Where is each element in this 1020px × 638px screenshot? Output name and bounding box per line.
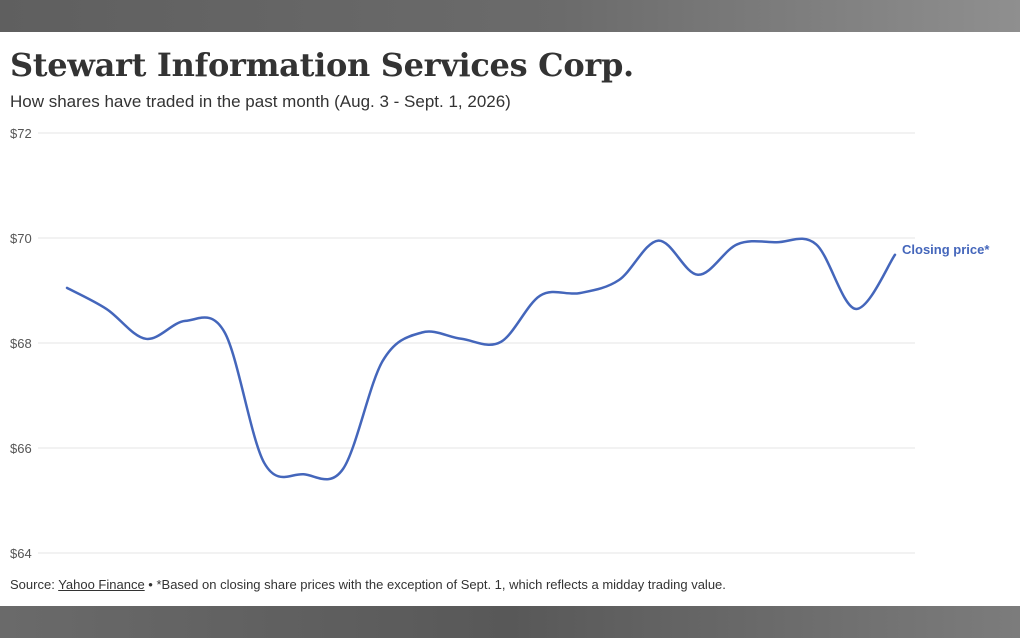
series-layer	[64, 237, 898, 481]
data-point	[734, 241, 740, 247]
data-point	[379, 358, 385, 364]
chart-title: Stewart Information Services Corp.	[10, 46, 634, 84]
data-point	[222, 330, 228, 336]
y-tick-label: $72	[10, 126, 32, 141]
data-point	[143, 336, 149, 342]
data-point	[577, 290, 583, 296]
y-tick-label: $64	[10, 546, 32, 561]
y-tick-label: $68	[10, 336, 32, 351]
series-label-closing-price: Closing price*	[902, 242, 990, 257]
source-link[interactable]: Yahoo Finance	[58, 577, 145, 592]
footer-separator: •	[144, 577, 157, 592]
series-label-layer: Closing price*	[902, 242, 990, 257]
data-point	[103, 306, 109, 312]
grid-layer	[38, 132, 915, 554]
data-point	[182, 318, 188, 324]
y-tick-label: $70	[10, 231, 32, 246]
data-point	[813, 241, 819, 247]
data-point	[537, 293, 543, 299]
footnote: *Based on closing share prices with the …	[156, 577, 726, 592]
background-top-band	[0, 0, 1020, 32]
line-chart: $64 $66 $68 $70 $72 Closing price*	[10, 126, 990, 561]
data-point	[774, 239, 780, 245]
data-point	[498, 339, 504, 345]
closing-price-line	[65, 237, 897, 481]
background-bottom-band	[0, 606, 1020, 638]
source-prefix: Source:	[10, 577, 59, 592]
y-tick-label: $66	[10, 441, 32, 456]
data-point	[340, 466, 346, 472]
data-point	[419, 330, 425, 336]
data-point	[853, 306, 859, 312]
chart-card: Stewart Information Services Corp. How s…	[0, 32, 1020, 606]
data-point	[892, 252, 898, 258]
y-axis-ticks: $64 $66 $68 $70 $72	[10, 126, 32, 561]
data-point	[261, 460, 267, 466]
chart-footer: Source: Yahoo Finance • *Based on closin…	[10, 577, 726, 592]
data-point	[458, 336, 464, 342]
data-point	[655, 238, 661, 244]
data-point	[64, 285, 70, 291]
chart-subtitle: How shares have traded in the past month…	[10, 92, 511, 111]
data-point	[695, 272, 701, 278]
data-point	[616, 277, 622, 283]
data-point	[301, 471, 307, 477]
